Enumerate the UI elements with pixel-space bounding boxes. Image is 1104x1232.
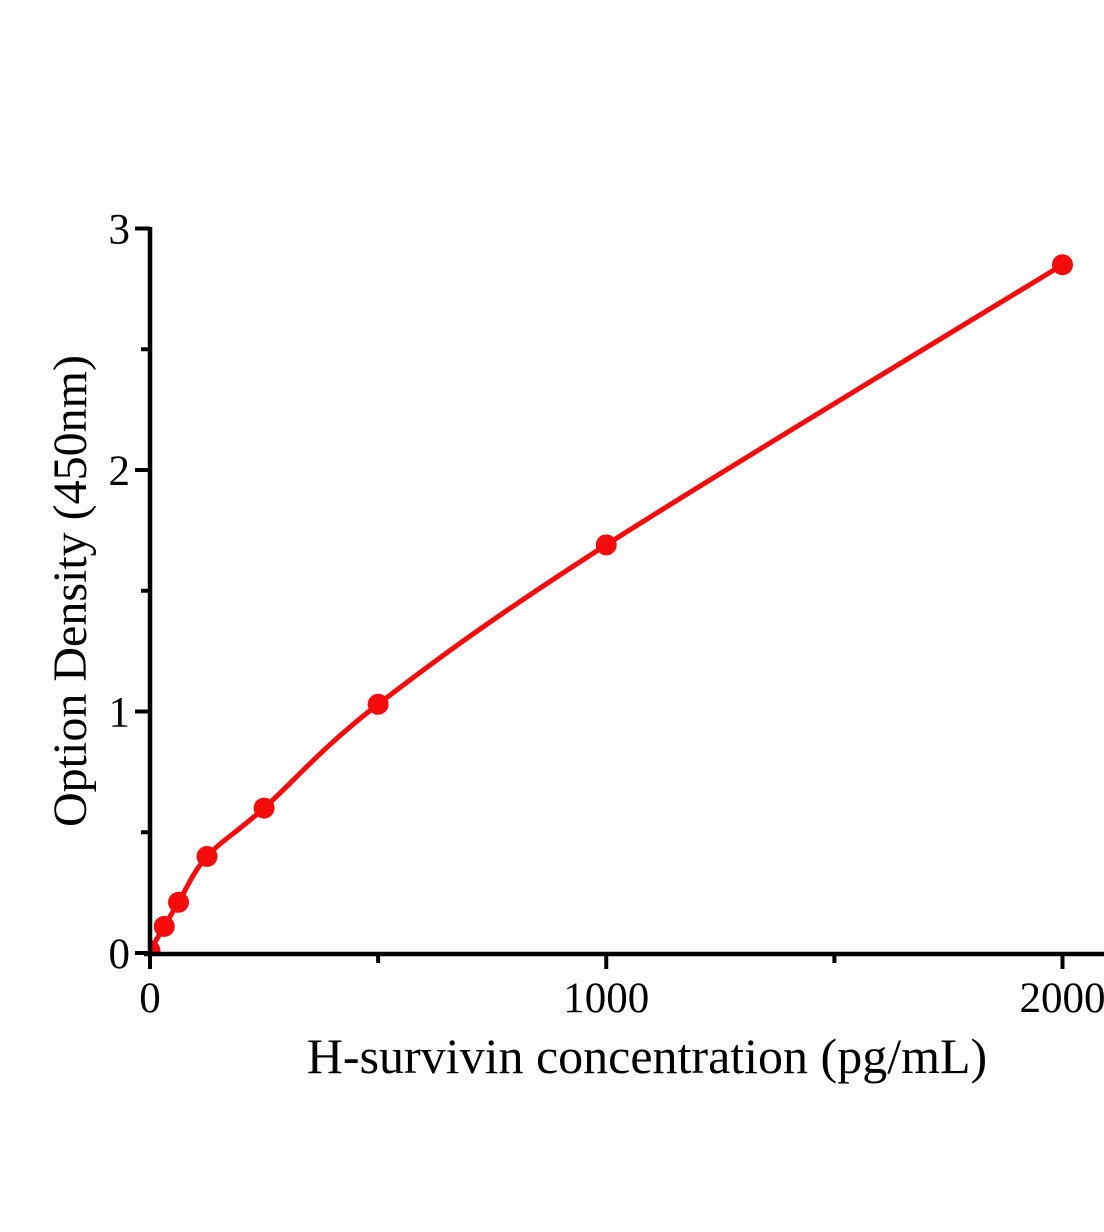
x-tick-label: 0 [139, 975, 161, 1022]
y-axis-title: Option Density (450nm) [44, 355, 97, 827]
y-tick-label: 2 [109, 448, 131, 495]
data-point-marker [596, 534, 617, 555]
axes-layer [144, 227, 1104, 956]
y-tick-label: 0 [109, 931, 131, 978]
x-tick-label: 2000 [1020, 975, 1104, 1022]
data-point-marker [1052, 254, 1073, 275]
elisa-standard-curve-figure: 0 1000 2000 0 1 2 3 H-survivin concentration (… [40, 16, 1104, 1216]
data-point-marker [254, 798, 275, 819]
chart-canvas: 0 1000 2000 0 1 2 3 H-survivin concentration (… [40, 16, 1104, 1216]
standard-curve-line [150, 265, 1063, 951]
data-point-marker [197, 846, 218, 867]
data-point-marker [154, 916, 175, 937]
data-series-layer [140, 254, 1074, 961]
y-tick-label: 1 [109, 690, 131, 737]
data-point-marker [368, 694, 389, 715]
x-tick-label: 1000 [563, 975, 649, 1022]
x-axis-title: H-survivin concentration (pg/mL) [307, 1028, 987, 1084]
y-tick-label: 3 [109, 207, 131, 254]
data-point-marker [168, 892, 189, 913]
